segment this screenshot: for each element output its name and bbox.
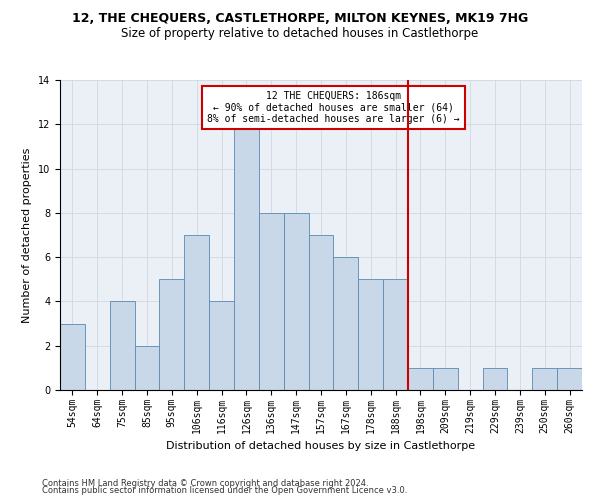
Y-axis label: Number of detached properties: Number of detached properties [22,148,32,322]
Bar [383,280,408,390]
Bar [557,368,582,390]
Bar [234,124,259,390]
Text: Contains HM Land Registry data © Crown copyright and database right 2024.: Contains HM Land Registry data © Crown c… [42,478,368,488]
Bar [334,257,358,390]
Text: Contains public sector information licensed under the Open Government Licence v3: Contains public sector information licen… [42,486,407,495]
Bar [259,213,284,390]
Bar [60,324,85,390]
Bar [110,302,134,390]
Bar [433,368,458,390]
Bar [134,346,160,390]
Bar [160,280,184,390]
Bar [482,368,508,390]
Bar [532,368,557,390]
Bar [209,302,234,390]
Bar [408,368,433,390]
Bar [184,235,209,390]
Text: 12, THE CHEQUERS, CASTLETHORPE, MILTON KEYNES, MK19 7HG: 12, THE CHEQUERS, CASTLETHORPE, MILTON K… [72,12,528,26]
Bar [358,280,383,390]
Text: 12 THE CHEQUERS: 186sqm
← 90% of detached houses are smaller (64)
8% of semi-det: 12 THE CHEQUERS: 186sqm ← 90% of detache… [207,91,460,124]
Bar [308,235,334,390]
Text: Size of property relative to detached houses in Castlethorpe: Size of property relative to detached ho… [121,28,479,40]
Bar [284,213,308,390]
X-axis label: Distribution of detached houses by size in Castlethorpe: Distribution of detached houses by size … [166,441,476,451]
